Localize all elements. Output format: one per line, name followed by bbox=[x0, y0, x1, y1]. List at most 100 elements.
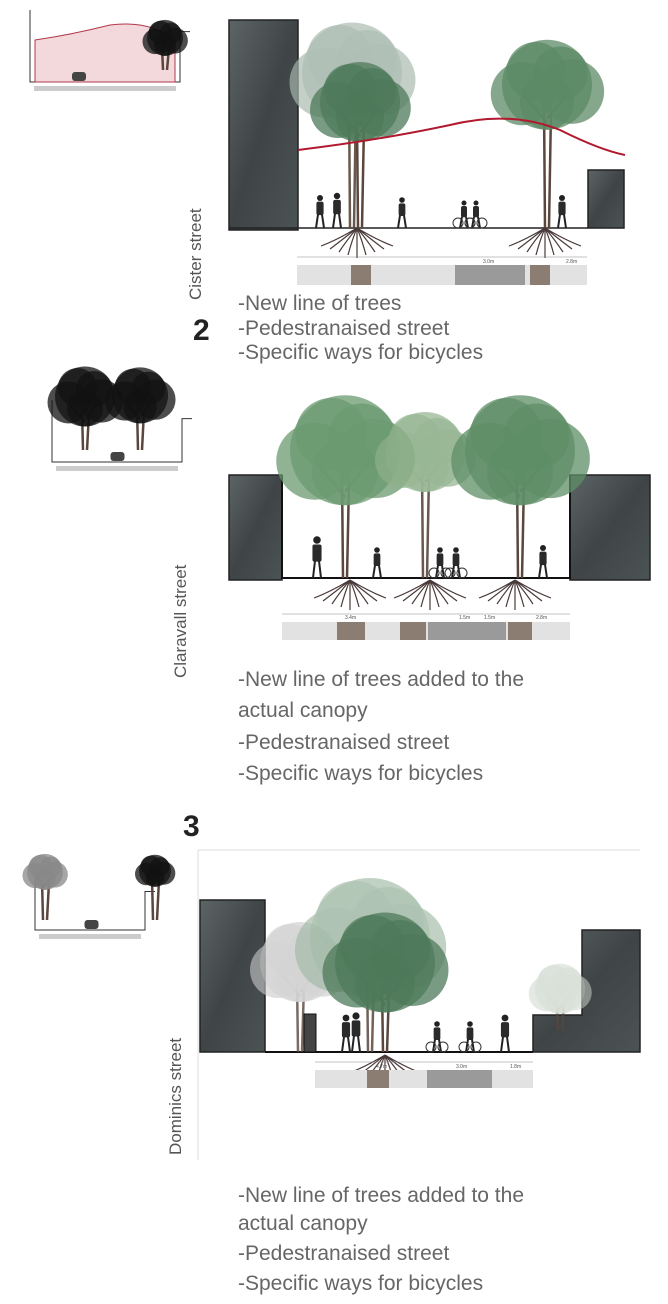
head bbox=[540, 545, 546, 551]
bin bbox=[303, 1013, 317, 1053]
thumb-car bbox=[110, 452, 125, 461]
building bbox=[228, 19, 299, 231]
person bbox=[538, 545, 548, 579]
trunk bbox=[491, 457, 549, 579]
person bbox=[428, 547, 452, 579]
head bbox=[467, 1021, 473, 1027]
paving-band bbox=[455, 265, 525, 285]
body bbox=[398, 203, 406, 216]
note: -New line of trees added to the bbox=[238, 1184, 524, 1207]
note: -Pedestranaised street bbox=[238, 317, 449, 340]
person bbox=[464, 200, 488, 229]
canopy bbox=[34, 868, 56, 890]
tree bbox=[528, 963, 592, 1031]
thumb-paving bbox=[34, 86, 176, 91]
body bbox=[316, 201, 324, 216]
canopy bbox=[336, 94, 384, 142]
legs bbox=[432, 1039, 442, 1053]
person bbox=[315, 195, 325, 229]
tree bbox=[310, 62, 411, 229]
body bbox=[539, 551, 547, 566]
person bbox=[372, 547, 382, 579]
roots bbox=[478, 579, 552, 610]
dimension-label: 3.4m bbox=[345, 615, 356, 621]
head bbox=[342, 1014, 350, 1022]
canopy bbox=[545, 983, 575, 1014]
canopy bbox=[520, 75, 574, 130]
trunk bbox=[523, 90, 571, 229]
building bbox=[228, 474, 283, 581]
dimension-label: 1.8m bbox=[510, 1064, 521, 1070]
legs bbox=[351, 1035, 361, 1053]
section-number: 2 bbox=[193, 314, 210, 347]
head bbox=[461, 200, 467, 206]
wheel bbox=[464, 217, 476, 229]
paving-band bbox=[428, 622, 506, 640]
wheel bbox=[444, 567, 456, 579]
legs bbox=[315, 214, 325, 229]
paving-band bbox=[337, 622, 365, 640]
legs bbox=[471, 216, 481, 229]
thumb-paving bbox=[56, 466, 178, 471]
thumb-car bbox=[72, 72, 86, 81]
dimension-label: 2.8m bbox=[566, 259, 577, 265]
section-number: 3 bbox=[183, 810, 200, 843]
dimension-label: 3.0m bbox=[456, 1064, 467, 1070]
head bbox=[399, 197, 405, 203]
legs bbox=[538, 564, 548, 579]
canopy bbox=[67, 390, 103, 427]
body bbox=[433, 1027, 441, 1040]
legs bbox=[312, 560, 322, 579]
person bbox=[397, 197, 407, 229]
trunk bbox=[69, 400, 101, 451]
pollution-curve bbox=[297, 117, 626, 156]
thumb-section bbox=[51, 400, 192, 463]
legs bbox=[341, 1036, 351, 1053]
building bbox=[569, 474, 651, 581]
body bbox=[373, 553, 381, 566]
canopy bbox=[401, 444, 449, 492]
note: -Specific ways for bicycles bbox=[238, 1272, 483, 1295]
canopy bbox=[154, 34, 176, 56]
street-name: Claravall street bbox=[171, 564, 190, 678]
wheel bbox=[425, 1041, 437, 1053]
thumb-car bbox=[84, 920, 99, 929]
tree bbox=[276, 395, 415, 579]
person bbox=[312, 536, 322, 579]
person bbox=[452, 200, 476, 229]
street-name: Cister street bbox=[186, 208, 205, 300]
tree bbox=[22, 853, 68, 921]
head bbox=[313, 536, 321, 544]
legs bbox=[459, 216, 469, 229]
dimension-label: 3.0m bbox=[483, 259, 494, 265]
paving-band bbox=[351, 265, 371, 285]
paving-band bbox=[427, 1070, 492, 1088]
trunk bbox=[155, 39, 175, 71]
body bbox=[461, 206, 467, 218]
body bbox=[452, 553, 460, 566]
canopy bbox=[123, 389, 157, 424]
head bbox=[501, 1014, 509, 1022]
wheel bbox=[476, 217, 488, 229]
tree bbox=[490, 39, 605, 229]
paving bbox=[315, 1070, 533, 1088]
head bbox=[317, 195, 323, 201]
head bbox=[559, 195, 565, 201]
body bbox=[341, 1022, 351, 1038]
tree bbox=[375, 412, 476, 579]
tree bbox=[142, 19, 188, 71]
dimension-label: 2.8m bbox=[536, 615, 547, 621]
trunk bbox=[316, 457, 374, 579]
person bbox=[557, 195, 567, 229]
body bbox=[473, 206, 479, 218]
head bbox=[333, 192, 341, 200]
note: actual canopy bbox=[238, 1212, 368, 1235]
note: -New line of trees added to the bbox=[238, 668, 524, 691]
paving-band bbox=[530, 265, 550, 285]
head bbox=[434, 1021, 440, 1027]
person bbox=[444, 547, 468, 579]
trunk bbox=[279, 967, 321, 1053]
trunk bbox=[125, 398, 155, 451]
